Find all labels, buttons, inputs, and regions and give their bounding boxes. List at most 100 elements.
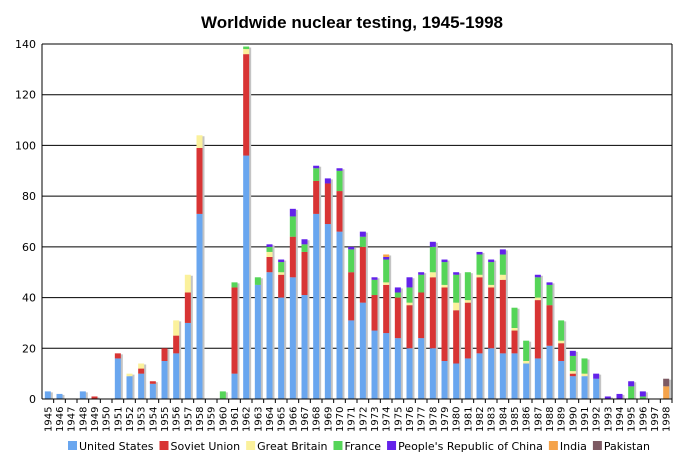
- bar-segment: [593, 378, 600, 399]
- y-tick-label: 80: [22, 190, 36, 203]
- legend-swatch: [333, 441, 343, 450]
- x-tick-label: 1971: [347, 407, 358, 432]
- bar-segment: [173, 335, 180, 354]
- bar-segment: [266, 272, 273, 399]
- x-tick-label: 1987: [533, 407, 544, 432]
- x-tick-label: 1953: [137, 407, 148, 432]
- x-tick-label: 1997: [650, 407, 661, 432]
- bar-segment: [359, 302, 366, 399]
- x-tick-label: 1975: [393, 407, 404, 432]
- x-tick-label: 1945: [43, 407, 54, 432]
- x-tick-label: 1992: [592, 407, 603, 432]
- x-tick-label: 1957: [183, 407, 194, 432]
- bar-segment: [534, 274, 541, 278]
- bar-segment: [161, 348, 168, 361]
- x-tick-label: 1963: [253, 407, 264, 432]
- x-tick-label: 1974: [382, 407, 393, 432]
- bar-segment: [499, 254, 506, 275]
- bar-segment: [464, 272, 471, 301]
- legend-item: France: [333, 440, 381, 453]
- bar-segment: [628, 381, 635, 387]
- bar-segment: [196, 147, 203, 214]
- bar-segment: [488, 262, 495, 285]
- bar-segment: [429, 246, 436, 273]
- bar-segment: [313, 168, 320, 181]
- x-tick-label: 1966: [288, 407, 299, 432]
- bar-segment: [453, 274, 460, 303]
- x-tick-label: 1967: [300, 407, 311, 432]
- bar-segment: [499, 279, 506, 354]
- legend-label: India: [560, 440, 587, 453]
- bar-segment: [441, 360, 448, 399]
- bar-segment: [558, 320, 565, 341]
- x-tick-label: 1972: [358, 407, 369, 432]
- bar-segment: [138, 368, 145, 374]
- bar-segment: [231, 282, 238, 288]
- legend-item: United States: [68, 440, 154, 453]
- bar-segment: [266, 246, 273, 252]
- bar-segment: [441, 262, 448, 285]
- bar-segment: [126, 376, 133, 399]
- legend-item: Great Britain: [246, 440, 327, 453]
- bar-segment: [663, 378, 670, 387]
- legend: United States Soviet Union Great Britain Fr…: [68, 440, 650, 453]
- legend-label: United States: [79, 440, 154, 453]
- bar-segment: [313, 165, 320, 169]
- bar-segment: [184, 274, 191, 293]
- bar-segment: [441, 287, 448, 361]
- legend-item: India: [548, 440, 587, 453]
- bar-segment: [523, 340, 530, 361]
- bar-segment: [534, 300, 541, 359]
- legend-item: People's Republic of China: [387, 440, 543, 453]
- bar-segment: [149, 383, 156, 399]
- bar-segment: [138, 373, 145, 399]
- bar-segment: [499, 353, 506, 399]
- x-tick-label: 1976: [405, 407, 416, 432]
- bar-segment: [266, 257, 273, 273]
- bar-segment: [499, 249, 506, 255]
- legend-item: Soviet Union: [159, 440, 240, 453]
- bar-segment: [383, 282, 390, 285]
- y-tick-label: 60: [22, 241, 36, 254]
- bar-segment: [511, 330, 518, 354]
- y-tick-label: 0: [29, 393, 36, 406]
- bar-segment: [453, 302, 460, 311]
- bars: [44, 46, 672, 400]
- bar-segment: [313, 213, 320, 399]
- bar-segment: [453, 310, 460, 364]
- x-tick-label: 1960: [218, 407, 229, 432]
- bar-segment: [406, 305, 413, 349]
- bar-segment: [639, 391, 646, 397]
- x-tick-label: 1980: [452, 407, 463, 432]
- bar-segment: [569, 355, 576, 372]
- bar-segment: [278, 259, 285, 263]
- bar-segment: [639, 396, 646, 399]
- bar-segment: [371, 279, 378, 296]
- bar-segment: [464, 300, 471, 303]
- x-tick-label: 1949: [90, 407, 101, 432]
- bar-segment: [336, 231, 343, 399]
- bar-segment: [569, 371, 576, 374]
- bar-segment: [301, 251, 308, 296]
- legend-item: Pakistan: [592, 440, 650, 453]
- bar-segment: [488, 284, 495, 288]
- x-tick-label: 1986: [522, 407, 533, 432]
- legend-label: People's Republic of China: [398, 440, 543, 453]
- bar-segment: [184, 322, 191, 399]
- x-axis-ticks: 1945 1946 1947 1948 1949 1950 1951 1952 1953 1954…: [42, 398, 673, 432]
- bar-segment: [359, 246, 366, 303]
- bar-segment: [476, 251, 483, 255]
- bar-segment: [581, 376, 588, 399]
- x-tick-label: 1952: [125, 407, 136, 432]
- bar-segment: [546, 345, 553, 399]
- legend-label: Great Britain: [257, 440, 327, 453]
- bar-segment: [546, 305, 553, 346]
- legend-swatch: [159, 441, 169, 450]
- y-tick-label: 40: [22, 292, 36, 305]
- bar-segment: [371, 295, 378, 331]
- bar-segment: [254, 277, 261, 285]
- bar-segment: [359, 231, 366, 237]
- bar-segment: [336, 170, 343, 192]
- bar-segment: [383, 284, 390, 334]
